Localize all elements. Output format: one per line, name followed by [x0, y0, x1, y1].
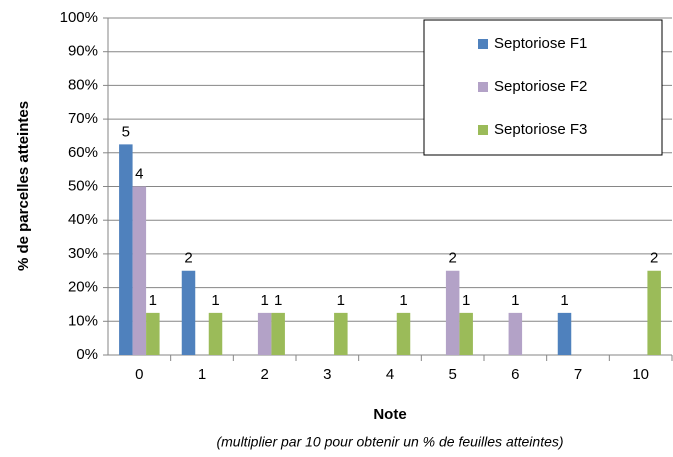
data-label: 1	[560, 292, 568, 309]
data-label: 1	[511, 292, 519, 309]
x-tick-label: 5	[448, 366, 456, 383]
bar	[181, 270, 196, 355]
legend-swatch	[478, 125, 488, 135]
data-label: 4	[135, 165, 143, 182]
y-tick-label: 0%	[76, 346, 98, 363]
bar	[647, 270, 661, 355]
y-tick-label: 50%	[68, 177, 98, 194]
bar	[508, 312, 523, 355]
x-tick-label: 3	[323, 366, 331, 383]
data-label: 1	[211, 292, 219, 309]
y-tick-label: 20%	[68, 279, 98, 296]
bar	[146, 312, 160, 355]
y-tick-label: 30%	[68, 245, 98, 262]
x-tick-label: 1	[198, 366, 206, 383]
bar	[119, 144, 133, 355]
y-tick-label: 10%	[68, 312, 98, 329]
y-tick-label: 60%	[68, 144, 98, 161]
bar	[459, 312, 473, 355]
x-tick-label: 7	[574, 366, 582, 383]
x-tick-label: 10	[632, 366, 649, 383]
bar	[334, 312, 348, 355]
bar	[208, 312, 223, 355]
data-label: 1	[462, 292, 470, 309]
data-label: 2	[184, 250, 192, 267]
bar	[557, 312, 572, 355]
x-tick-label: 4	[386, 366, 394, 383]
x-axis-label: Note	[373, 406, 406, 423]
note: (multiplier par 10 pour obtenir un % de …	[216, 434, 563, 450]
bar	[271, 312, 285, 355]
bar	[257, 312, 272, 355]
legend-label: Septoriose F3	[494, 121, 587, 138]
y-tick-label: 90%	[68, 43, 98, 60]
y-tick-label: 100%	[60, 9, 98, 26]
bar	[132, 186, 147, 355]
data-label: 1	[149, 292, 157, 309]
y-tick-label: 80%	[68, 76, 98, 93]
x-tick-label: 6	[511, 366, 519, 383]
bar	[396, 312, 411, 355]
legend-box	[423, 19, 663, 156]
bar	[445, 270, 460, 355]
data-label: 1	[337, 292, 345, 309]
y-tick-label: 70%	[68, 110, 98, 127]
x-tick-label: 2	[260, 366, 268, 383]
data-label: 2	[448, 250, 456, 267]
data-label: 5	[122, 123, 130, 140]
x-tick-label: 0	[135, 366, 143, 383]
legend-swatch	[478, 39, 488, 49]
data-label: 2	[650, 250, 658, 267]
legend-swatch	[478, 82, 488, 92]
data-label: 1	[260, 292, 268, 309]
data-label: 1	[399, 292, 407, 309]
legend-label: Septoriose F1	[494, 35, 587, 52]
y-axis-label: % de parcelles atteintes	[15, 101, 32, 271]
legend-label: Septoriose F2	[494, 78, 587, 95]
data-label: 1	[274, 292, 282, 309]
y-tick-label: 40%	[68, 211, 98, 228]
